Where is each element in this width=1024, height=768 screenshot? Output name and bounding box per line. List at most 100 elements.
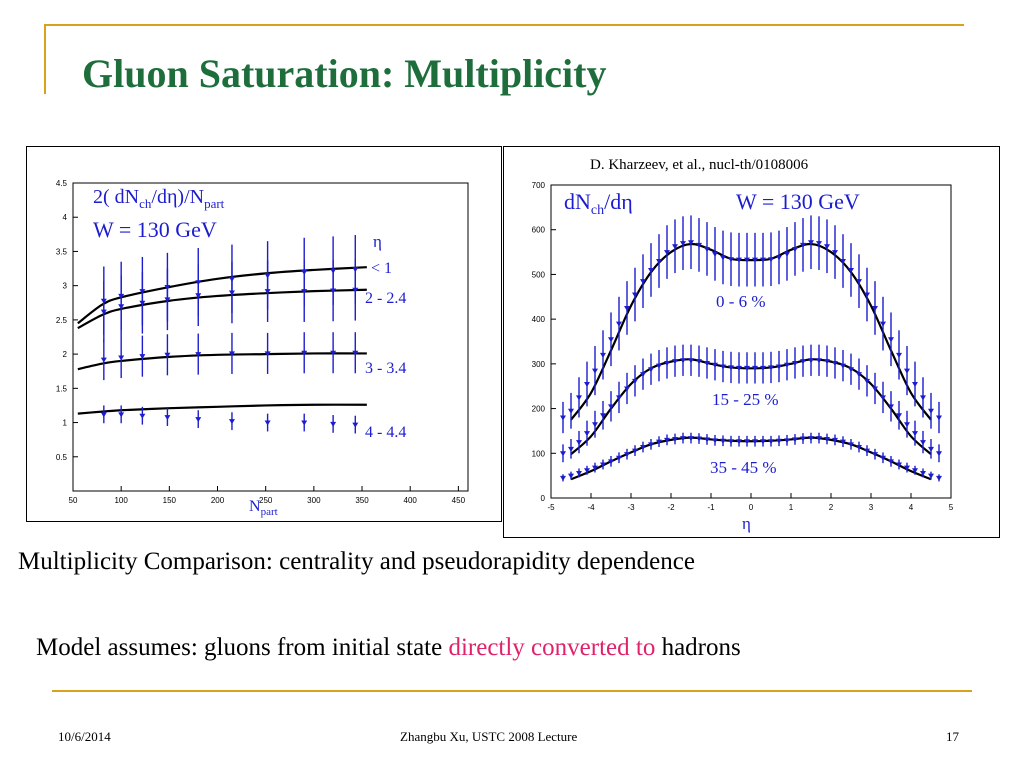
right-data-point <box>816 241 822 247</box>
right-data-point <box>744 439 750 445</box>
right-data-point <box>632 378 638 384</box>
right-data-point <box>592 368 598 374</box>
right-data-point <box>648 442 654 448</box>
left-data-point <box>139 300 146 306</box>
right-ytick-label: 300 <box>532 360 546 369</box>
right-data-point <box>920 395 926 401</box>
right-data-point <box>800 436 806 442</box>
right-data-point <box>664 360 670 366</box>
right-data-point <box>920 470 926 476</box>
right-data-point <box>720 364 726 370</box>
right-data-point <box>648 267 654 273</box>
left-xtick-label: 100 <box>114 496 128 505</box>
right-data-point <box>784 362 790 368</box>
right-data-point <box>720 438 726 444</box>
right-data-point <box>904 368 910 374</box>
right-data-point <box>896 413 902 419</box>
left-ytick-label: 4 <box>63 213 68 222</box>
right-data-point <box>688 240 694 246</box>
label-15-25: 15 - 25 % <box>712 390 779 409</box>
right-data-point <box>888 459 894 465</box>
right-data-point <box>712 362 718 368</box>
right-data-point <box>728 439 734 445</box>
left-ytick-label: 1 <box>63 419 68 428</box>
bottom-accent-line <box>52 690 972 692</box>
right-data-point <box>888 404 894 410</box>
right-data-point <box>816 358 822 364</box>
left-xtick-label: 150 <box>163 496 177 505</box>
right-data-point <box>864 448 870 454</box>
right-data-point <box>608 404 614 410</box>
left-data-point <box>118 304 125 310</box>
left-panel-title-line2: W = 130 GeV <box>93 217 217 242</box>
left-xtick-label: 350 <box>355 496 369 505</box>
right-data-point <box>624 452 630 458</box>
right-data-point <box>656 439 662 445</box>
right-xtick-label: 0 <box>749 503 754 512</box>
right-data-point <box>632 448 638 454</box>
right-data-point <box>752 257 758 263</box>
right-data-point <box>680 358 686 364</box>
left-data-point <box>352 422 359 428</box>
right-xtick-label: 4 <box>909 503 914 512</box>
left-data-point <box>118 412 125 418</box>
right-data-point <box>584 431 590 437</box>
right-data-point <box>688 358 694 364</box>
right-data-point <box>640 445 646 451</box>
right-data-point <box>936 415 942 421</box>
right-data-point <box>864 378 870 384</box>
left-data-point <box>264 351 271 357</box>
right-data-point <box>792 246 798 252</box>
right-data-point <box>800 359 806 365</box>
left-ytick-label: 3 <box>63 282 68 291</box>
right-data-point <box>672 359 678 365</box>
right-data-point <box>768 439 774 445</box>
right-data-point <box>848 367 854 373</box>
right-data-point <box>600 462 606 468</box>
right-data-point <box>760 439 766 445</box>
left-ytick-label: 3.5 <box>56 247 68 256</box>
right-model-curve-1 <box>570 358 932 456</box>
left-chart-panel: 50 100 150 200 250 300 350 400 450 0.5 1 1.5 2 2.5 3 3… <box>26 146 502 522</box>
right-data-point <box>840 363 846 369</box>
right-model-curve-0 <box>570 242 932 421</box>
left-data-point <box>228 351 235 357</box>
left-data-point <box>228 419 235 425</box>
right-data-point <box>704 437 710 443</box>
left-accent-line <box>44 24 46 94</box>
right-data-point <box>904 465 910 471</box>
right-ytick-label: 200 <box>532 405 546 414</box>
left-ytick-label: 2.5 <box>56 316 68 325</box>
right-data-point <box>640 279 646 285</box>
right-data-point <box>664 437 670 443</box>
legend-eta-header: η <box>373 232 382 251</box>
eta-multiplicity-chart: -5 -4 -3 -2 -1 0 1 2 3 4 5 0100200300400500600700 … <box>532 181 954 533</box>
right-data-point <box>872 452 878 458</box>
left-xtick-label: 300 <box>307 496 321 505</box>
left-data-point <box>164 297 171 303</box>
footer-page-number: 17 <box>946 729 959 744</box>
right-data-point <box>560 415 566 421</box>
left-xtick-label: 250 <box>259 496 273 505</box>
right-chart-panel: D. Kharzeev, et al., nucl-th/0108006 -5 -… <box>503 146 1000 538</box>
label-0-6: 0 - 6 % <box>716 292 766 311</box>
right-panel-title: dNch/dη <box>564 189 633 218</box>
right-data-point <box>560 451 566 457</box>
right-data-point <box>632 292 638 298</box>
slide-title: Gluon Saturation: Multiplicity <box>82 51 607 96</box>
left-data-point <box>228 290 235 296</box>
left-xtick-label: 200 <box>211 496 225 505</box>
right-data-point <box>752 439 758 445</box>
footer-date: 10/6/2014 <box>58 729 111 744</box>
right-data-point <box>840 439 846 445</box>
right-data-point <box>904 422 910 428</box>
right-data-point <box>608 337 614 343</box>
right-data-point <box>608 459 614 465</box>
right-data-point <box>784 438 790 444</box>
label-35-45: 35 - 45 % <box>710 458 777 477</box>
right-data-point <box>776 364 782 370</box>
right-data-point <box>680 241 686 247</box>
right-data-point <box>704 360 710 366</box>
right-xtick-label: 5 <box>949 503 954 512</box>
right-data-point <box>576 440 582 446</box>
